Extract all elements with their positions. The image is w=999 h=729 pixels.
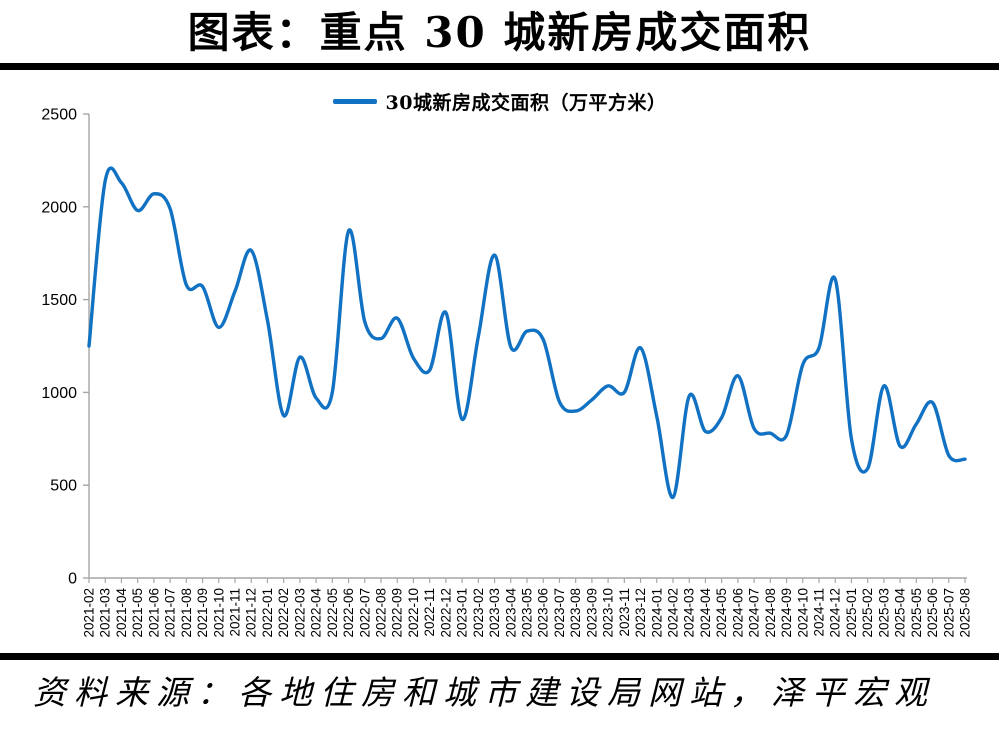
x-tick-label: 2022-03 [292, 588, 307, 638]
x-tick-label: 2024-02 [666, 588, 681, 638]
x-tick-label: 2021-05 [130, 588, 145, 638]
y-tick-label: 500 [50, 478, 77, 495]
x-tick-label: 2022-04 [309, 588, 324, 638]
x-tick-label: 2023-07 [552, 588, 567, 638]
y-tick-label: 1000 [41, 385, 77, 402]
x-tick-label: 2021-10 [211, 588, 226, 638]
x-tick-label: 2023-12 [633, 588, 648, 638]
x-tick-label: 2022-10 [406, 588, 421, 638]
bottom-rule [0, 653, 999, 660]
x-tick-label: 2023-10 [601, 588, 616, 638]
top-rule [0, 63, 999, 70]
series-line [87, 166, 967, 500]
x-tick-label: 2022-09 [390, 588, 405, 638]
x-tick-label: 2024-04 [698, 588, 713, 638]
x-tick-label: 2021-03 [98, 588, 113, 638]
x-tick-label: 2021-04 [114, 588, 129, 638]
x-tick-label: 2024-08 [763, 588, 778, 638]
x-tick-label: 2023-03 [487, 588, 502, 638]
x-tick-label: 2024-07 [747, 588, 762, 638]
x-tick-label: 2021-11 [228, 588, 243, 637]
x-tick-label: 2023-01 [455, 588, 470, 638]
x-tick-label: 2025-04 [893, 588, 908, 638]
x-tick-label: 2024-06 [730, 588, 745, 638]
x-tick-label: 2021-02 [82, 588, 97, 638]
x-tick-label: 2023-05 [520, 588, 535, 638]
x-tick-label: 2022-06 [341, 588, 356, 638]
x-tick-label: 2025-08 [958, 588, 973, 638]
legend-line-swatch [332, 99, 377, 104]
x-tick-label: 2022-01 [260, 588, 275, 638]
x-tick-label: 2022-11 [422, 588, 437, 637]
legend-label: 30城新房成交面积（万平方米） [385, 92, 667, 114]
x-tick-label: 2024-09 [779, 588, 794, 638]
x-tick-label: 2024-10 [795, 588, 810, 638]
x-tick-label: 2021-09 [195, 588, 210, 638]
x-tick-label: 2021-06 [146, 588, 161, 638]
x-tick-label: 2025-06 [925, 588, 940, 638]
x-tick-label: 2025-03 [876, 588, 891, 638]
y-tick-label: 2000 [41, 199, 77, 216]
x-tick-label: 2022-08 [374, 588, 389, 638]
x-tick-label: 2025-02 [860, 588, 875, 638]
x-tick-label: 2025-07 [941, 588, 956, 638]
x-tick-label: 2022-07 [357, 588, 372, 638]
x-tick-label: 2025-05 [909, 588, 924, 638]
x-tick-label: 2025-01 [844, 588, 859, 638]
x-tick-label: 2024-11 [812, 588, 827, 637]
x-tick-label: 2024-01 [649, 588, 664, 638]
x-tick-label: 2021-12 [244, 588, 259, 638]
x-tick-label: 2021-08 [179, 588, 194, 638]
page-title: 图表：重点 30 城新房成交面积 [187, 8, 812, 57]
x-tick-label: 2024-12 [828, 588, 843, 638]
x-tick-label: 2024-05 [714, 588, 729, 638]
x-tick-label: 2023-06 [536, 588, 551, 638]
x-tick-label: 2021-07 [163, 588, 178, 638]
x-tick-label: 2022-05 [325, 588, 340, 638]
x-tick-label: 2022-02 [276, 588, 291, 638]
y-tick-label: 2500 [41, 107, 77, 124]
x-tick-label: 2023-04 [503, 588, 518, 638]
y-tick-label: 0 [68, 571, 77, 588]
chart-legend: 30城新房成交面积（万平方米） [0, 88, 999, 115]
y-tick-label: 1500 [41, 292, 77, 309]
x-tick-label: 2022-12 [438, 588, 453, 638]
x-tick-label: 2023-08 [568, 588, 583, 638]
x-tick-label: 2023-09 [584, 588, 599, 638]
source-note: 资料来源：各地住房和城市建设局网站，泽平宏观 [33, 673, 935, 712]
x-tick-label: 2023-11 [617, 588, 632, 637]
x-tick-label: 2023-02 [471, 588, 486, 638]
x-tick-label: 2024-03 [682, 588, 697, 638]
